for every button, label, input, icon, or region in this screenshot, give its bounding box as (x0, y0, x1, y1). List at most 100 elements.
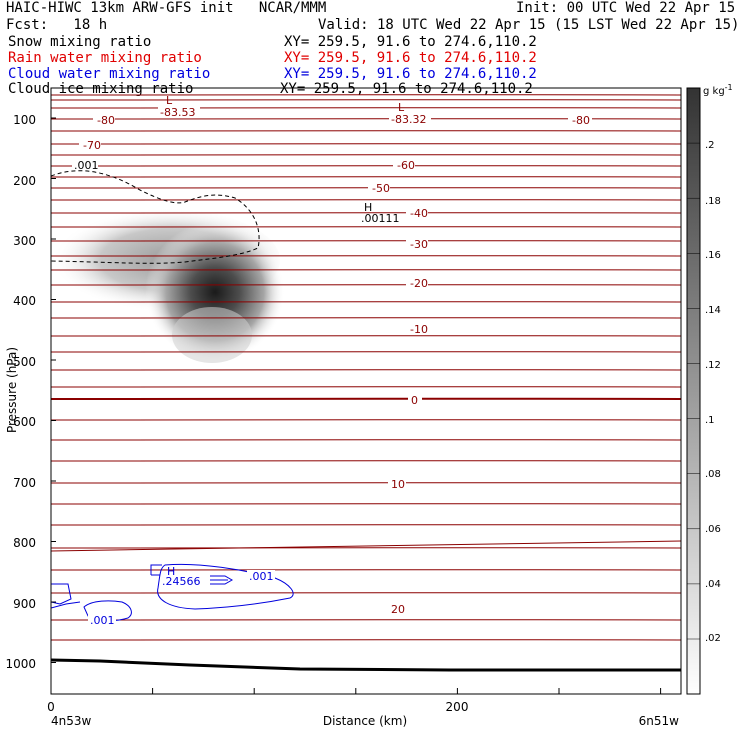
colorbar-label-0.06: .06 (705, 524, 721, 535)
colorbar-label-0.14: .14 (705, 305, 721, 316)
temperature-contour-line (51, 317, 681, 319)
contour-label-m50: -50 (372, 182, 390, 195)
ice-contour-label: .001 (74, 159, 99, 172)
temperature-contour-line (51, 503, 681, 505)
temperature-contour-line (51, 547, 681, 549)
contour-label-m10: -10 (410, 323, 428, 336)
cloudwater-high-marker: H (167, 565, 175, 578)
contour-label-10: 10 (391, 478, 405, 491)
x-left-location: 4n53w (51, 714, 92, 728)
y-tick-label-100: 100 (13, 113, 36, 127)
colorbar-label-0.18: .18 (705, 196, 721, 207)
cloudwater-contour-label-a: .001 (249, 570, 274, 583)
ice-labels: .001 H .00111 (72, 159, 400, 225)
temperature-contour-line (51, 619, 681, 621)
contour-label-0: 0 (411, 394, 418, 407)
y-axis-title: Pressure (hPa) (5, 347, 19, 433)
x-tick-label-200: 200 (446, 700, 469, 714)
temperature-contour-line (51, 187, 681, 189)
field-name-rain: Rain water mixing ratio (8, 50, 202, 66)
temperature-contour-line (51, 176, 681, 178)
y-tick-label-200: 200 (13, 174, 36, 188)
field-xy-ice: XY= 259.5, 91.6 to 274.6,110.2 (280, 81, 533, 97)
colorbar-label-0.1: .1 (705, 415, 715, 426)
colorbar-label-0.2: .2 (705, 140, 715, 151)
temperature-contour-line (51, 351, 681, 353)
low-right-value: -83.32 (391, 113, 426, 126)
temperature-contour-line (51, 386, 681, 388)
y-tick-label-800: 800 (13, 536, 36, 550)
temperature-labels: -80 -80 -70 -60 -50 -40 -30 -20 -10 0 10… (79, 94, 592, 616)
y-tick-label-300: 300 (13, 234, 36, 248)
contour-label-m20: -20 (410, 277, 428, 290)
temperature-contour-line (51, 419, 681, 421)
temperature-contour-line (51, 107, 681, 109)
temperature-contour-line (51, 154, 681, 156)
snow-shading (51, 208, 285, 363)
field-xy-rain: XY= 259.5, 91.6 to 274.6,110.2 (284, 50, 537, 66)
colorbar-label-0.04: .04 (705, 579, 721, 590)
field-xy-cloudwater: XY= 259.5, 91.6 to 274.6,110.2 (284, 66, 537, 82)
temperature-contour-line (51, 269, 681, 271)
contour-label-20: 20 (391, 603, 405, 616)
temperature-contour-line (51, 540, 681, 552)
temperature-contour-line (51, 482, 681, 484)
y-tick-label-900: 900 (13, 597, 36, 611)
x-axis-title: Distance (km) (323, 714, 407, 728)
low-left-value: -83.53 (160, 106, 195, 119)
colorbar-label-0.16: .16 (705, 250, 721, 261)
temperature-contour-line (51, 226, 681, 228)
field-xy-snow: XY= 259.5, 91.6 to 274.6,110.2 (284, 34, 537, 50)
temperature-contour-line (51, 240, 681, 242)
temperature-contour-line (51, 460, 681, 462)
y-tick-label-500: 500 (13, 355, 36, 369)
x-tick-label-0: 0 (47, 700, 55, 714)
temperature-contour-line (51, 335, 681, 337)
temperature-contour-line (51, 301, 681, 303)
colorbar-label-0.02: .02 (705, 633, 721, 644)
temperature-contour-line (51, 143, 681, 145)
colorbar-label-0.08: .08 (705, 469, 721, 480)
temperature-contour-line (51, 639, 681, 641)
temperature-contour-line (51, 524, 681, 526)
field-name-ice: Cloud ice mixing ratio (8, 81, 194, 97)
temperature-contour-line (51, 439, 681, 441)
contour-label-m70: -70 (83, 139, 101, 152)
ice-high-marker: H (364, 201, 372, 214)
temperature-contour-line (51, 199, 681, 201)
temperature-contours (51, 94, 681, 641)
low-right-marker: L (398, 101, 405, 114)
surface-line (51, 658, 681, 672)
header-model: HAIC-HIWC 13km ARW-GFS init NCAR/MMM (6, 0, 327, 16)
y-tick-label-400: 400 (13, 294, 36, 308)
temperature-contour-line (51, 165, 681, 167)
temperature-contour-line (51, 130, 681, 132)
temperature-contour-line (51, 592, 681, 594)
temperature-contour-line (51, 369, 681, 371)
header-init: Init: 00 UTC Wed 22 Apr 15 (516, 0, 736, 16)
ice-high-value: .00111 (361, 212, 400, 225)
header-forecast: Fcst: 18 h (6, 17, 108, 33)
pressure-axis (51, 117, 56, 663)
plot-frame (50, 87, 682, 695)
temperature-contour-line (51, 212, 681, 214)
field-name-cloudwater: Cloud water mixing ratio (8, 66, 211, 82)
contour-label-m30: -30 (410, 238, 428, 251)
temperature-contour-line (51, 94, 681, 96)
x-right-location: 6n51w (639, 714, 680, 728)
contour-label-m80-right: -80 (572, 114, 590, 127)
y-tick-label-1000: 1000 (5, 657, 36, 671)
ice-contour-line (51, 170, 260, 264)
contour-label-m40: -40 (410, 207, 428, 220)
y-tick-label-700: 700 (13, 476, 36, 490)
colorbar: g kg-1 .2 .18 .16 .14 .12 .1 .08 .06 .04… (686, 83, 733, 695)
contour-label-m60: -60 (397, 159, 415, 172)
contour-label-m80-left: -80 (97, 114, 115, 127)
temperature-contour-line (51, 284, 681, 286)
cloudwater-high-value: .24566 (162, 575, 201, 588)
temperature-contour-line (51, 569, 681, 571)
header-valid: Valid: 18 UTC Wed 22 Apr 15 (15 LST Wed … (318, 17, 740, 33)
colorbar-label-0.12: .12 (705, 360, 721, 371)
low-left-marker: L (166, 94, 173, 107)
